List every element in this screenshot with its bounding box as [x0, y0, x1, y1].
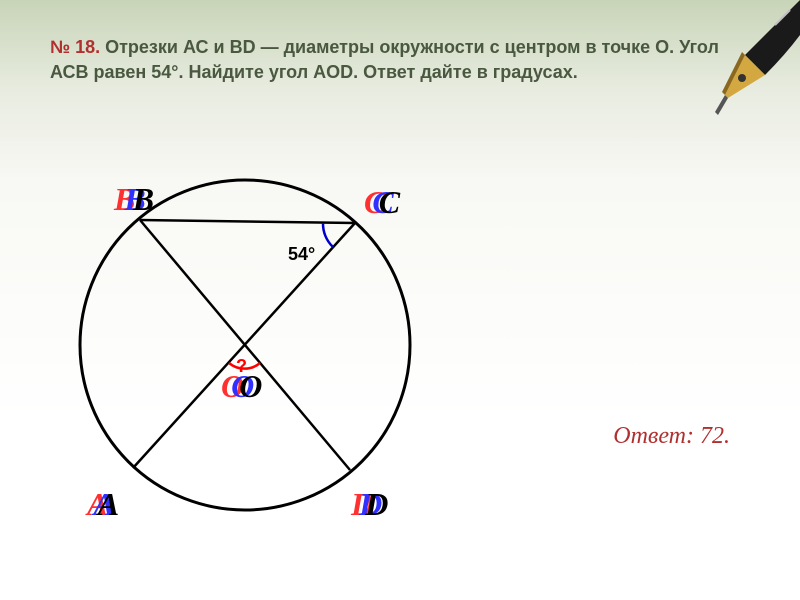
label-d: D D D: [350, 486, 390, 522]
chord-bc: [140, 220, 355, 223]
label-c: C C C: [364, 184, 402, 220]
problem-number: № 18.: [50, 37, 100, 57]
label-b: B B B: [113, 181, 154, 217]
geometry-diagram: B B B C C C A A A D D D O O O 54° ?: [55, 155, 435, 535]
problem-text: Отрезки АС и BD — диаметры окружности с …: [50, 37, 719, 82]
pen-icon: [680, 0, 800, 120]
diameter-bd: [140, 220, 350, 470]
angle-arc-acb: [323, 223, 333, 247]
label-a: A A A: [85, 486, 120, 522]
answer-text: Ответ: 72.: [613, 423, 730, 450]
pen-decoration: [680, 0, 800, 120]
angle-label-54: 54°: [288, 244, 315, 264]
angle-label-question: ?: [236, 356, 247, 376]
